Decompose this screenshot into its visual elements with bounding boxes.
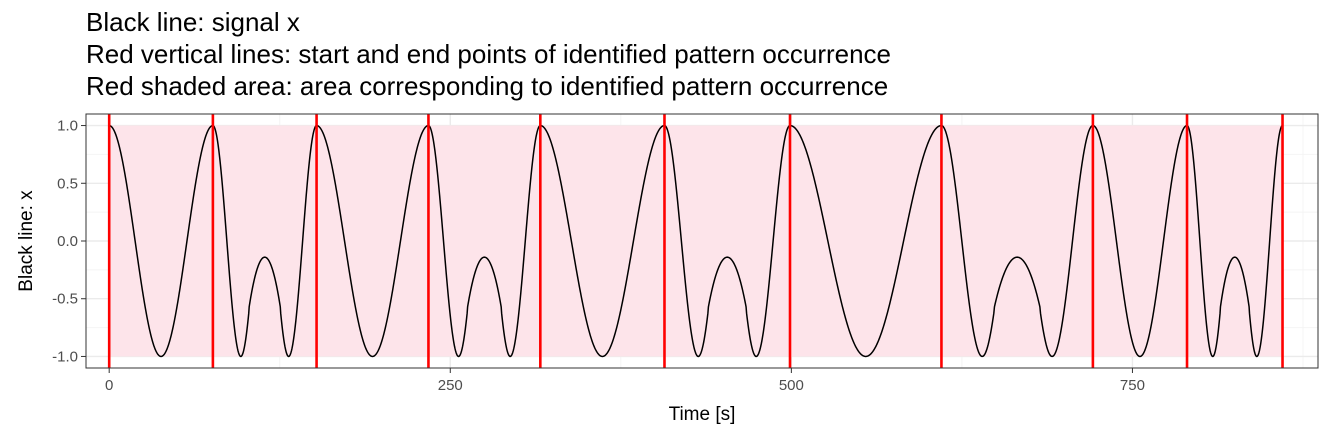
y-tick-label: 0.0 [57, 233, 78, 250]
x-tick-label: 500 [779, 377, 804, 394]
title-line-3: Red shaded area: area corresponding to i… [86, 71, 889, 101]
y-axis-title: Black line: x [16, 190, 37, 292]
x-tick-label: 0 [105, 377, 113, 394]
y-tick-label: 1.0 [57, 118, 78, 135]
title-line-2: Red vertical lines: start and end points… [86, 39, 892, 69]
shaded-pattern-area [109, 125, 1283, 357]
x-tick-label: 750 [1120, 377, 1145, 394]
axes: 0 250 500 750 1.0 0.5 0.0 -0.5 -1.0 [52, 118, 1145, 394]
y-tick-label: 0.5 [57, 175, 78, 192]
boundary-lines-layer [107, 114, 1284, 368]
shaded-area-layer [109, 125, 1283, 357]
title-line-1: Black line: signal x [86, 7, 300, 37]
x-axis-title: Time [s] [669, 404, 736, 425]
x-tick-label: 250 [438, 377, 463, 394]
chart-title: Black line: signal x Red vertical lines:… [86, 6, 891, 102]
y-tick-label: -1.0 [52, 348, 78, 365]
y-tick-label: -0.5 [52, 291, 78, 308]
